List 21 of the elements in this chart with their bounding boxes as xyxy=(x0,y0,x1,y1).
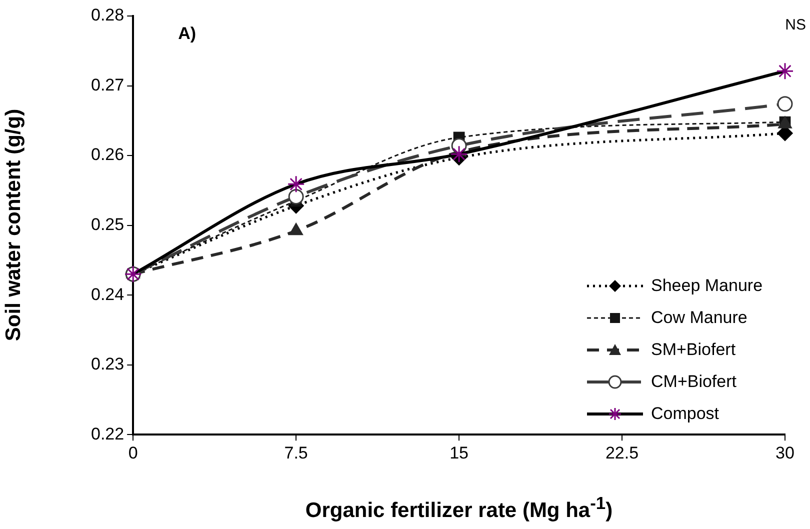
legend-label: SM+Biofert xyxy=(651,338,736,361)
y-tick-label: 0.28 xyxy=(90,6,124,25)
text: NS xyxy=(785,16,806,34)
y-tick-label: 0.27 xyxy=(90,75,124,94)
legend-label: CM+Biofert xyxy=(651,370,736,393)
annotation: A) xyxy=(178,24,196,44)
x-axis-title: Organic fertilizer rate (Mg ha$^{-1}$) xyxy=(304,493,614,523)
x-tick-label: 30 xyxy=(776,443,794,462)
y-axis-title: Soil water content (g/g) xyxy=(2,109,26,342)
x-tick-label: 15 xyxy=(450,443,469,462)
y-tick-label: 0.26 xyxy=(90,145,124,164)
legend-label: Sheep Manure xyxy=(651,274,763,297)
x-tick-label: 7.5 xyxy=(284,443,308,462)
y-tick-label: 0.24 xyxy=(90,284,124,304)
legend-label: Compost xyxy=(651,402,720,425)
y-tick-label: 0.25 xyxy=(90,214,124,234)
x-tick-label: 0 xyxy=(128,443,138,462)
x-tick-label: 22.5 xyxy=(605,443,639,462)
y-tick-label: 0.22 xyxy=(90,424,124,444)
legend-label: Cow Manure xyxy=(651,306,748,329)
y-tick-label: 0.23 xyxy=(90,354,124,374)
